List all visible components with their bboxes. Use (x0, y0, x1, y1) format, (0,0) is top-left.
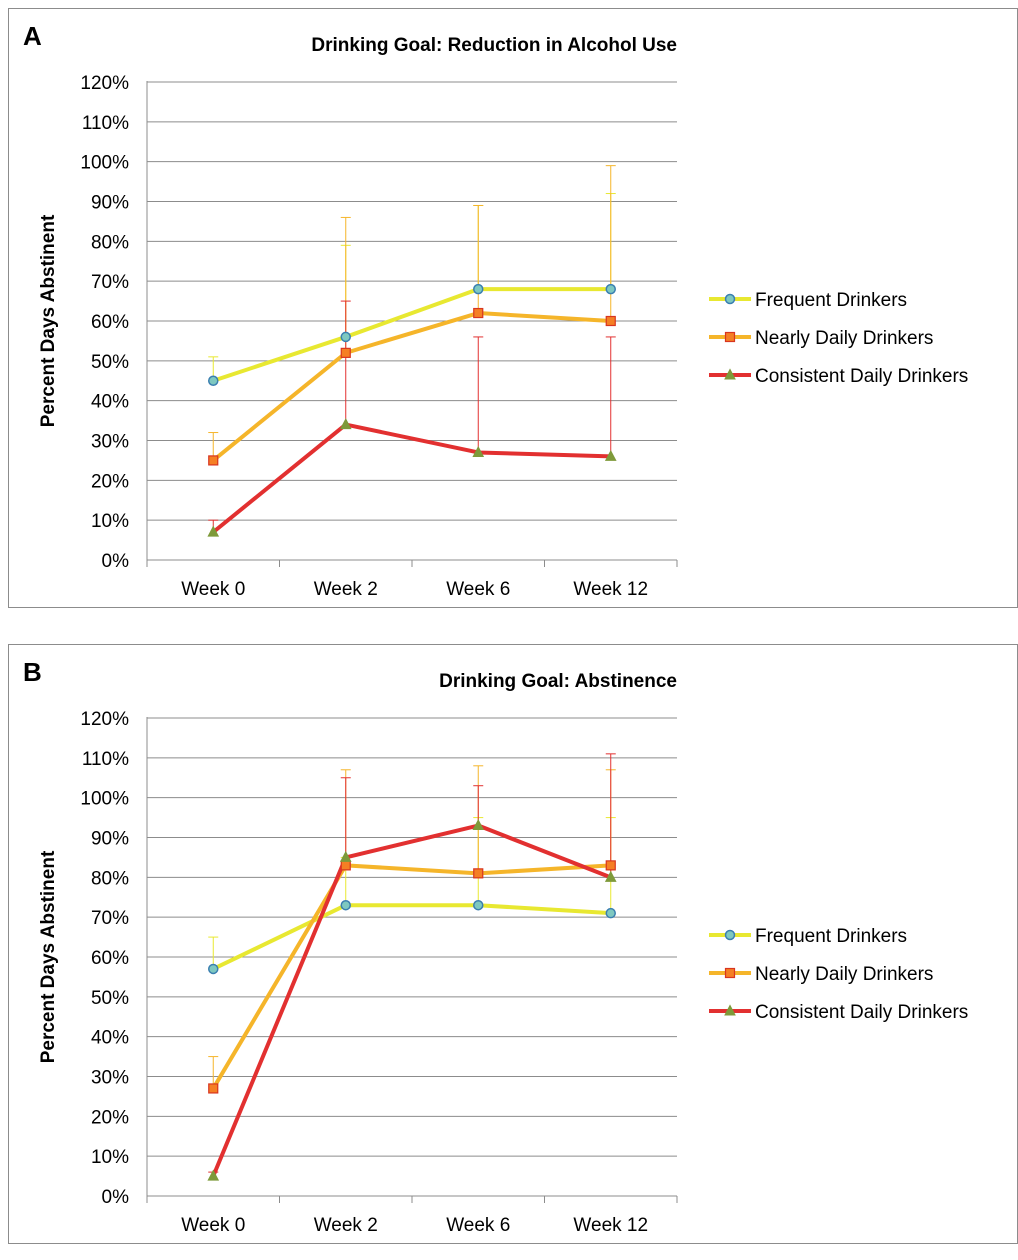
legend: Frequent Drinkers Nearly Daily Drinkers Co… (709, 926, 968, 1023)
data-point-circle (473, 283, 484, 295)
y-tick-label: 0% (102, 1187, 130, 1208)
data-point-triangle (472, 818, 485, 831)
legend-marker-circle (724, 929, 736, 941)
legend-label: Frequent Drinkers (755, 290, 907, 311)
panel-letter: A (23, 21, 42, 51)
chart-title: Drinking Goal: Abstinence (439, 671, 677, 692)
y-tick-label: 120% (80, 73, 129, 94)
series-line-2 (211, 823, 612, 1177)
x-tick-label: Week 0 (181, 1215, 245, 1236)
chart-a-svg: A Drinking Goal: Reduction in Alcohol Use… (23, 21, 968, 600)
y-tick-label: 60% (91, 312, 129, 333)
data-point-triangle (604, 449, 617, 461)
data-point-square (208, 455, 219, 466)
markers-series-1 (208, 307, 616, 466)
x-tick-label: Week 12 (573, 1215, 648, 1236)
markers-series-1 (208, 860, 616, 1094)
data-point-triangle (472, 445, 485, 457)
data-point-square (605, 860, 616, 871)
data-point-square (340, 860, 351, 871)
x-tick-label: Week 6 (446, 579, 510, 600)
legend-marker-triangle (724, 1004, 736, 1016)
y-tick-label: 50% (91, 352, 129, 373)
data-point-triangle (339, 417, 352, 430)
y-tick-label: 60% (91, 948, 129, 969)
series-line-1 (211, 311, 611, 462)
data-point-square (473, 307, 484, 319)
data-point-square (208, 1083, 219, 1094)
legend-marker-square (724, 967, 736, 979)
series-line-0 (212, 287, 611, 383)
data-point-circle (208, 375, 219, 386)
chart-b-svg: B Drinking Goal: Abstinence 0% 10% 20% 30% 40%… (23, 657, 968, 1236)
series-line-0 (212, 903, 611, 971)
y-tick-label: 70% (91, 908, 129, 929)
y-tick-label: 80% (91, 232, 129, 253)
data-point-circle (208, 963, 219, 975)
data-point-circle (473, 899, 484, 911)
y-tick-label: 30% (91, 1068, 129, 1089)
legend-label: Nearly Daily Drinkers (755, 964, 933, 985)
x-tick-label: Week 12 (573, 579, 648, 600)
data-point-square (605, 315, 616, 327)
y-tick-label: 40% (91, 392, 129, 413)
legend-label: Consistent Daily Drinkers (755, 1002, 968, 1023)
y-tick-label: 10% (91, 511, 129, 532)
error-bars-series-2 (208, 753, 616, 1177)
data-point-circle (605, 283, 616, 295)
gridlines (147, 717, 677, 1157)
data-point-triangle (604, 870, 617, 882)
data-point-circle (340, 899, 351, 911)
panel-letter: B (23, 657, 42, 687)
y-tick-label: 50% (91, 988, 129, 1009)
legend-marker-circle (724, 293, 736, 305)
data-point-square (473, 868, 484, 879)
chart-panel-a: A Drinking Goal: Reduction in Alcohol Use… (8, 8, 1018, 608)
x-tick-label: Week 2 (314, 579, 378, 600)
series-line-2 (211, 422, 611, 534)
data-point-circle (605, 907, 616, 919)
legend-label: Frequent Drinkers (755, 926, 907, 947)
x-tick-label: Week 2 (314, 1215, 378, 1236)
x-tick-label: Week 0 (181, 579, 245, 600)
markers-series-2 (207, 417, 617, 537)
chart-title: Drinking Goal: Reduction in Alcohol Use (311, 35, 677, 56)
x-tick-label: Week 6 (446, 1215, 510, 1236)
legend-label: Nearly Daily Drinkers (755, 328, 933, 349)
y-tick-label: 40% (91, 1028, 129, 1049)
data-point-triangle (207, 1169, 220, 1181)
legend-label: Consistent Daily Drinkers (755, 366, 968, 387)
error-bars-series-2 (208, 300, 616, 533)
y-tick-label: 100% (80, 789, 129, 810)
legend-marker-triangle (724, 368, 736, 380)
y-tick-label: 120% (80, 709, 129, 730)
data-point-triangle (207, 525, 220, 537)
data-point-triangle (339, 850, 352, 862)
y-tick-label: 0% (102, 551, 130, 572)
y-tick-label: 10% (91, 1147, 129, 1168)
y-tick-label: 80% (91, 868, 129, 889)
data-point-square (340, 347, 351, 358)
y-tick-label: 110% (82, 749, 129, 770)
legend: Frequent Drinkers Nearly Daily Drinkers Co… (709, 290, 968, 387)
legend-marker-square (724, 331, 736, 343)
markers-series-0 (208, 283, 616, 386)
y-tick-label: 90% (91, 193, 129, 214)
data-point-circle (340, 331, 351, 343)
y-tick-label: 20% (91, 471, 129, 492)
y-tick-label: 20% (91, 1107, 129, 1128)
y-tick-label: 70% (91, 272, 129, 293)
y-tick-label: 110% (82, 113, 129, 134)
y-tick-label: 100% (80, 153, 129, 174)
markers-series-0 (208, 899, 616, 975)
markers-series-2 (207, 818, 617, 1181)
y-tick-label: 30% (91, 432, 129, 453)
y-axis-label: Percent Days Abstinent (38, 214, 59, 427)
y-tick-label: 90% (91, 829, 129, 850)
y-axis-label: Percent Days Abstinent (38, 850, 59, 1063)
series-line-1 (211, 863, 611, 1090)
chart-panel-b: B Drinking Goal: Abstinence 0% 10% 20% 30% 40%… (8, 644, 1018, 1244)
